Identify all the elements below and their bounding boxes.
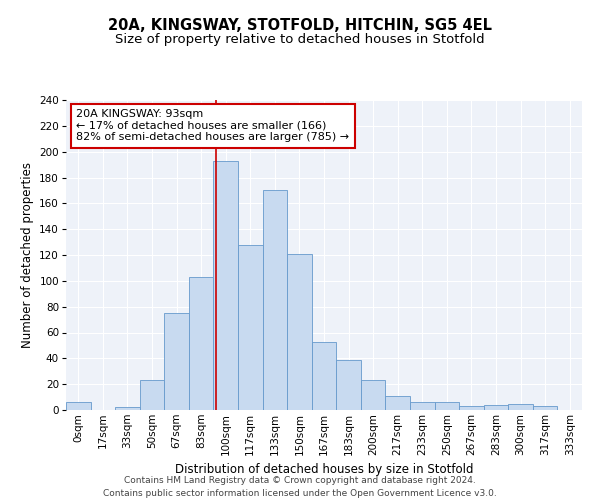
Bar	[410, 402, 434, 410]
Text: Contains HM Land Registry data © Crown copyright and database right 2024.
Contai: Contains HM Land Registry data © Crown c…	[103, 476, 497, 498]
Text: Size of property relative to detached houses in Stotfold: Size of property relative to detached ho…	[115, 32, 485, 46]
Bar	[115, 408, 140, 410]
Bar	[66, 402, 91, 410]
Bar	[385, 396, 410, 410]
Bar	[336, 360, 361, 410]
Bar	[263, 190, 287, 410]
Bar	[140, 380, 164, 410]
Bar	[484, 405, 508, 410]
Bar	[459, 406, 484, 410]
Bar	[189, 277, 214, 410]
Bar	[361, 380, 385, 410]
Text: 20A, KINGSWAY, STOTFOLD, HITCHIN, SG5 4EL: 20A, KINGSWAY, STOTFOLD, HITCHIN, SG5 4E…	[108, 18, 492, 32]
Bar	[533, 406, 557, 410]
Y-axis label: Number of detached properties: Number of detached properties	[21, 162, 34, 348]
Bar	[434, 402, 459, 410]
Bar	[238, 244, 263, 410]
Bar	[164, 313, 189, 410]
Text: 20A KINGSWAY: 93sqm
← 17% of detached houses are smaller (166)
82% of semi-detac: 20A KINGSWAY: 93sqm ← 17% of detached ho…	[76, 110, 349, 142]
Bar	[312, 342, 336, 410]
X-axis label: Distribution of detached houses by size in Stotfold: Distribution of detached houses by size …	[175, 463, 473, 476]
Bar	[214, 160, 238, 410]
Bar	[287, 254, 312, 410]
Bar	[508, 404, 533, 410]
